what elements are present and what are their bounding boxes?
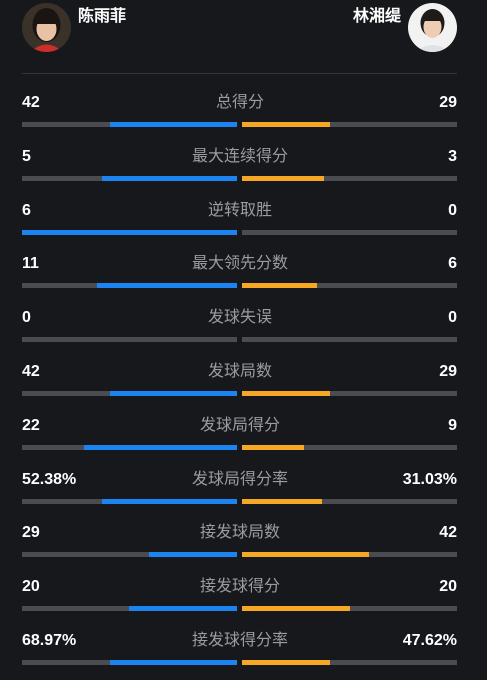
stat-left-bar-track xyxy=(22,390,237,396)
stat-right-bar-track xyxy=(242,229,457,235)
stat-label: 接发球得分 xyxy=(199,578,280,596)
match-header: 陈雨菲 林湘缇 xyxy=(0,0,487,74)
stat-left-bar-fill xyxy=(97,283,237,289)
stat-right-value: 20 xyxy=(439,578,457,596)
stat-row: 68.97% 接发球得分率 47.62% xyxy=(0,626,487,680)
stat-left-bar-track xyxy=(22,606,237,612)
stat-label: 接发球局数 xyxy=(199,524,280,542)
stat-right-value: 29 xyxy=(439,362,457,380)
stat-left-value: 6 xyxy=(22,201,31,219)
stat-right-bar-track xyxy=(242,606,457,612)
stat-left-bar-fill xyxy=(102,175,237,181)
stat-left-value: 68.97% xyxy=(22,631,77,649)
stat-left-bar-fill xyxy=(84,444,237,450)
stat-left-value: 29 xyxy=(22,524,40,542)
stat-right-bar-track xyxy=(242,659,457,665)
stat-left-bar-fill xyxy=(110,659,237,665)
stat-row: 0 发球失误 0 xyxy=(0,303,487,357)
stat-left-bar-track xyxy=(22,122,237,127)
stat-label: 最大领先分数 xyxy=(191,255,288,273)
stat-label: 逆转取胜 xyxy=(207,201,272,219)
stat-label: 发球局数 xyxy=(207,362,272,380)
stat-right-value: 0 xyxy=(448,309,457,327)
player-portrait-icon xyxy=(22,3,71,52)
stat-right-bar-track xyxy=(242,552,457,558)
stat-row: 42 总得分 29 xyxy=(0,88,487,142)
stat-right-value: 0 xyxy=(448,201,457,219)
header-divider xyxy=(22,73,457,74)
stat-right-bar-fill xyxy=(242,390,330,396)
stat-left-bar-fill xyxy=(110,390,237,396)
stat-left-bar-fill xyxy=(102,498,237,504)
stat-row: 52.38% 发球局得分率 31.03% xyxy=(0,465,487,519)
stat-row: 22 发球局得分 9 xyxy=(0,411,487,465)
stat-row: 42 发球局数 29 xyxy=(0,357,487,411)
stat-left-bar-track xyxy=(22,552,237,558)
stat-label: 发球失误 xyxy=(207,309,272,327)
stat-label: 发球局得分 xyxy=(199,416,280,434)
stat-right-value: 42 xyxy=(439,524,457,542)
stat-row: 20 接发球得分 20 xyxy=(0,572,487,626)
stat-left-bar-track xyxy=(22,498,237,504)
stat-row: 6 逆转取胜 0 xyxy=(0,196,487,250)
stat-label: 总得分 xyxy=(215,94,264,111)
stat-label: 最大连续得分 xyxy=(191,147,288,165)
stat-left-value: 42 xyxy=(22,94,40,111)
stat-right-bar-fill xyxy=(242,444,304,450)
stat-right-bar-track xyxy=(242,337,457,343)
stat-left-value: 22 xyxy=(22,416,40,434)
stat-right-bar-fill xyxy=(242,498,322,504)
stat-right-bar-fill xyxy=(242,606,350,612)
stat-left-bar-track xyxy=(22,444,237,450)
stat-right-bar-track xyxy=(242,283,457,289)
stat-right-value: 47.62% xyxy=(402,631,457,649)
stat-row: 5 最大连续得分 3 xyxy=(0,142,487,196)
stat-left-value: 20 xyxy=(22,578,40,596)
stat-left-value: 11 xyxy=(22,255,39,273)
stat-right-value: 9 xyxy=(448,416,457,434)
player-right-name: 林湘缇 xyxy=(352,8,401,25)
stat-label: 接发球得分率 xyxy=(191,631,288,649)
stat-row: 29 接发球局数 42 xyxy=(0,518,487,572)
stat-left-bar-fill xyxy=(22,229,237,235)
stat-right-value: 29 xyxy=(439,94,457,111)
stat-left-bar-fill xyxy=(110,122,237,127)
stat-left-value: 5 xyxy=(22,147,31,165)
stat-left-bar-track xyxy=(22,659,237,665)
stat-right-bar-track xyxy=(242,498,457,504)
stat-left-bar-track xyxy=(22,283,237,289)
stat-right-value: 6 xyxy=(448,255,457,273)
stat-right-bar-track xyxy=(242,175,457,181)
stat-right-bar-fill xyxy=(242,283,317,289)
stat-row: 11 最大领先分数 6 xyxy=(0,249,487,303)
player-left-name: 陈雨菲 xyxy=(78,8,127,25)
stat-left-value: 52.38% xyxy=(22,470,77,488)
stat-left-bar-track xyxy=(22,337,237,343)
stat-right-value: 3 xyxy=(448,147,457,165)
stat-right-bar-track xyxy=(242,122,457,127)
player-right-avatar[interactable] xyxy=(408,3,457,52)
stat-left-value: 42 xyxy=(22,362,40,380)
stat-left-bar-track xyxy=(22,175,237,181)
stat-right-value: 31.03% xyxy=(402,470,457,488)
player-left-avatar[interactable] xyxy=(22,3,71,52)
stat-left-bar-track xyxy=(22,229,237,235)
stat-right-bar-fill xyxy=(242,122,330,127)
stat-right-bar-track xyxy=(242,444,457,450)
stat-right-bar-fill xyxy=(242,659,330,665)
stat-right-bar-fill xyxy=(242,552,369,558)
player-portrait-icon xyxy=(408,3,457,52)
stat-right-bar-fill xyxy=(242,175,324,181)
stats-list: 42 总得分 29 5 最大连续得分 3 6 逆转取胜 0 11 最大领先分数 6 0 发球失误 0 42 发球… xyxy=(0,88,487,680)
stat-left-value: 0 xyxy=(22,309,31,327)
stat-label: 发球局得分率 xyxy=(191,470,288,488)
stat-right-bar-track xyxy=(242,390,457,396)
stat-left-bar-fill xyxy=(149,552,237,558)
stat-left-bar-fill xyxy=(129,606,237,612)
